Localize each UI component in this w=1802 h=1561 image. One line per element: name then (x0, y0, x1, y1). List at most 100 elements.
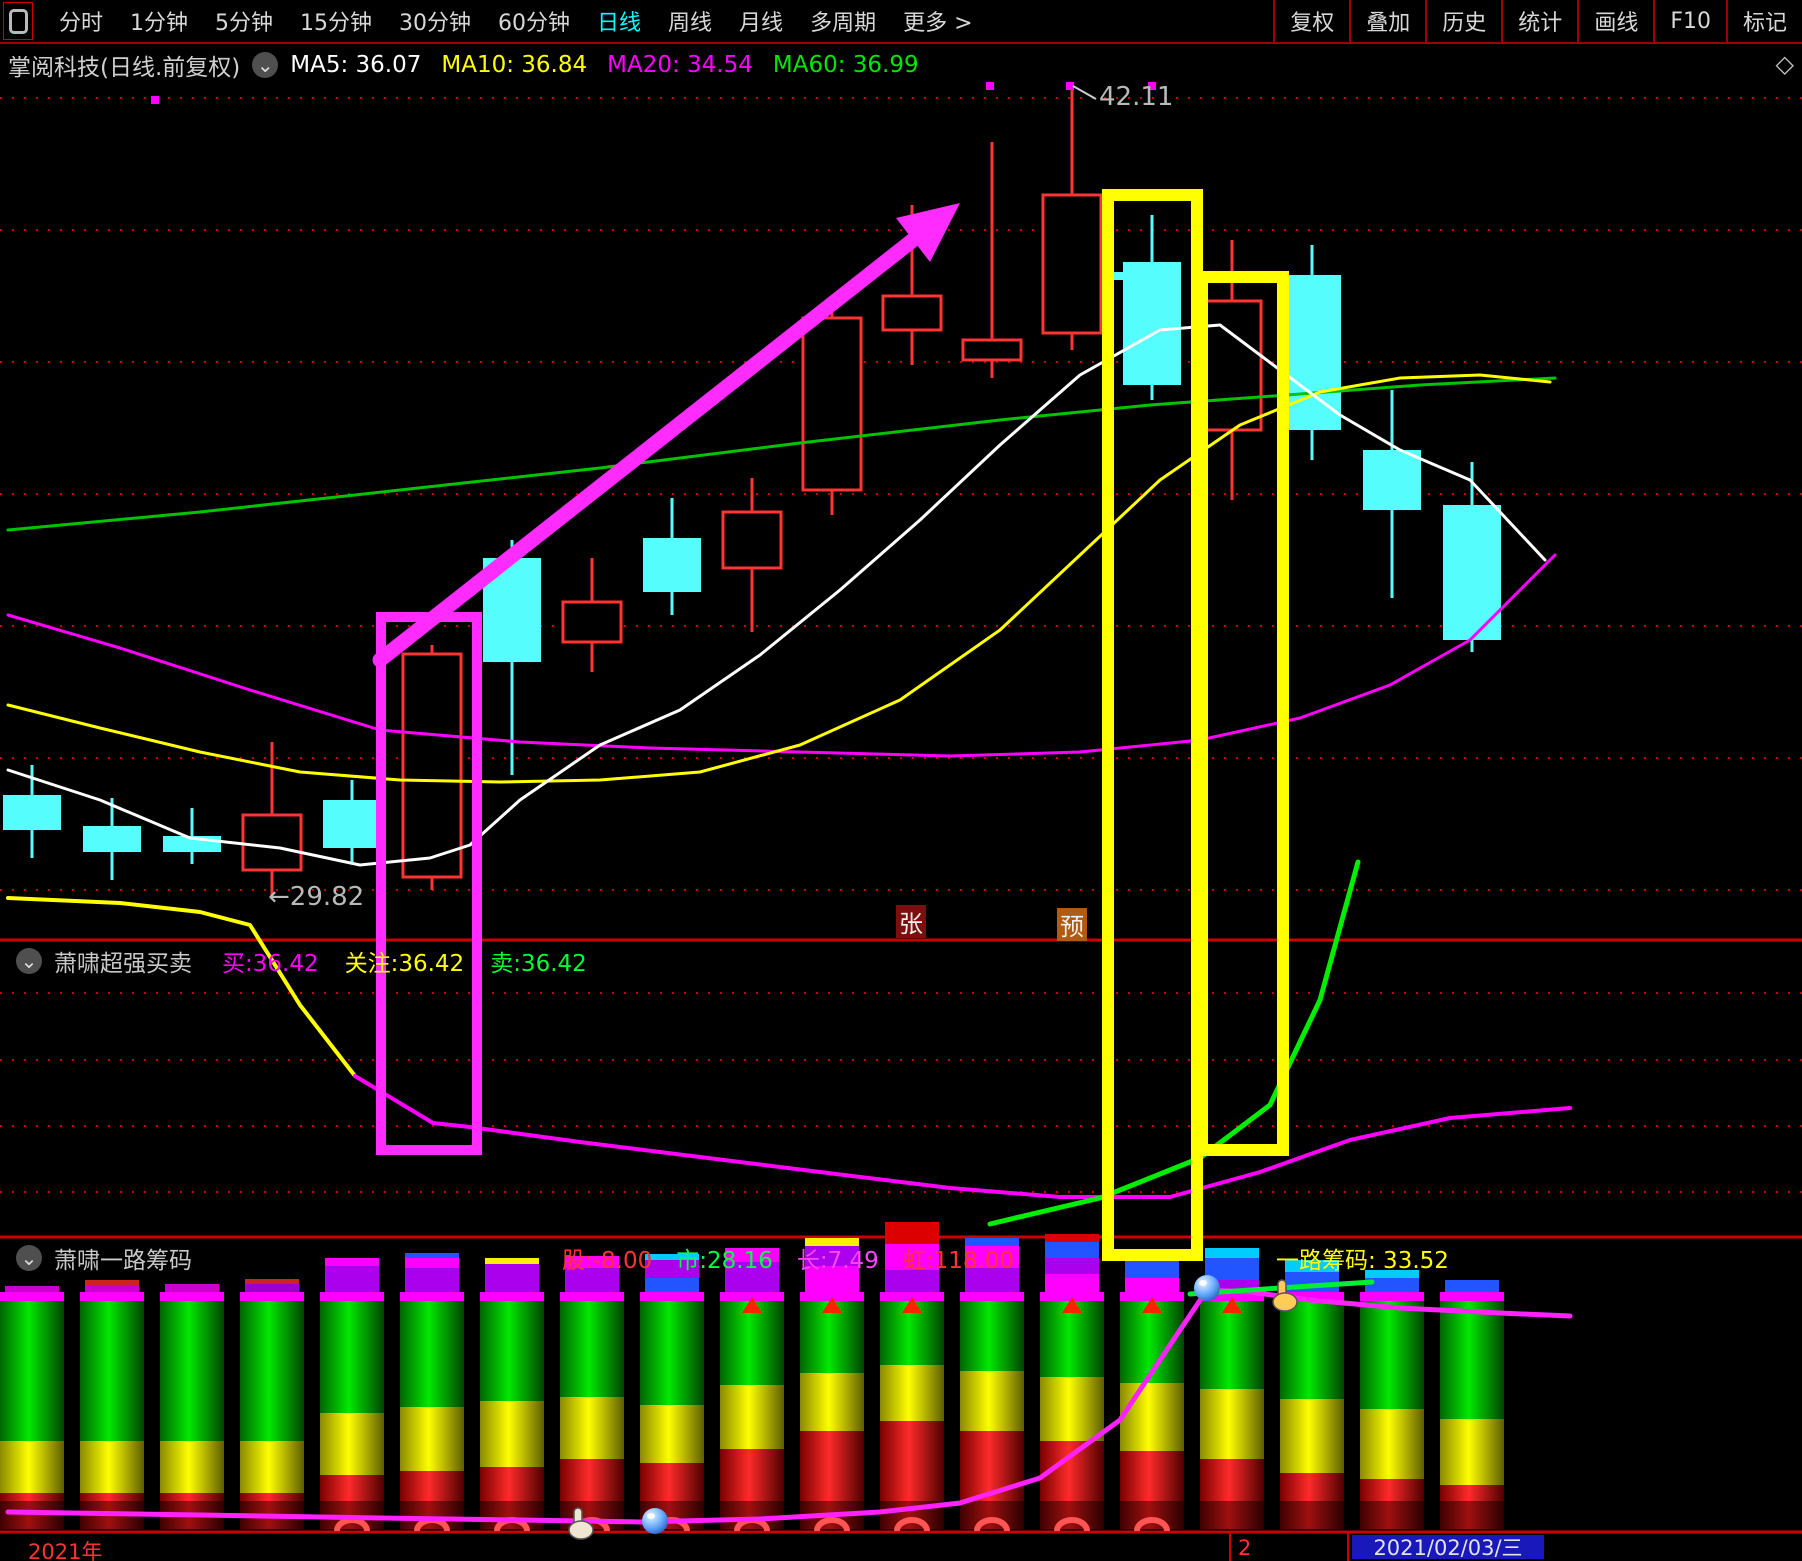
chip-stripe (80, 1292, 144, 1301)
chip-stripe (1200, 1292, 1264, 1301)
chip-cap (405, 1253, 459, 1258)
chip-cap (965, 1246, 1019, 1268)
chip-stripe (640, 1292, 704, 1301)
chip-bar-segment (80, 1441, 144, 1493)
chip-stripe (240, 1292, 304, 1301)
axis-date-box[interactable]: 2021/02/03/三 (1352, 1535, 1544, 1560)
period-tab-9[interactable]: 多周期 (810, 11, 877, 36)
toolbar-button-4[interactable]: 画线 (1577, 0, 1653, 42)
chip-cap (5, 1286, 59, 1292)
drawn-rect-yellow[interactable] (1196, 271, 1289, 1156)
period-tab-6[interactable]: 日线 (597, 11, 642, 36)
chip-bar-segment (1440, 1485, 1504, 1501)
chip-bar-segment (720, 1501, 784, 1529)
toolbar-button-3[interactable]: 统计 (1501, 0, 1577, 42)
chevron-down-icon[interactable]: ⌄ (252, 52, 279, 78)
signal-value-2: 卖:36.42 (490, 951, 587, 977)
chevron-down-icon[interactable]: ⌄ (16, 1245, 42, 1271)
stock-title: 掌阅科技(日线.前复权) (8, 55, 241, 81)
chip-cap (1125, 1278, 1179, 1292)
chip-bar-segment (0, 1441, 64, 1493)
chip-cap (1125, 1260, 1179, 1278)
high-pointer-line (1072, 85, 1097, 100)
period-tab-0[interactable]: 分时 (59, 11, 104, 36)
chip-bar-segment (880, 1421, 944, 1501)
chip-bar-segment (960, 1301, 1024, 1371)
period-tab-10[interactable]: 更多 > (903, 11, 973, 36)
chip-cap (885, 1244, 939, 1270)
candle-body-down (643, 538, 701, 592)
top-toolbar: 分时 1分钟 5分钟 15分钟 30分钟 60分钟 日线 周线 月线 多周期 更多 > 复权 叠加 历史… (0, 0, 1802, 44)
chip-cap (1445, 1280, 1499, 1292)
toolbar-button-2[interactable]: 历史 (1425, 0, 1501, 42)
chip-bar-segment (1360, 1501, 1424, 1529)
candle-body-up (1201, 299, 1263, 432)
chip-bar-segment (400, 1471, 464, 1501)
time-axis[interactable]: 2021年 2 2021/02/03/三 (0, 1534, 1802, 1561)
period-tab-7[interactable]: 周线 (668, 11, 713, 36)
chip-bar-segment (960, 1431, 1024, 1501)
signal-triangle-icon (1142, 1297, 1162, 1313)
chip-cap (1045, 1242, 1099, 1258)
chip-stripe (0, 1292, 64, 1301)
chip-cap (1365, 1278, 1419, 1292)
toolbar-button-1[interactable]: 叠加 (1349, 0, 1425, 42)
hand-cursor-icon (1272, 1279, 1298, 1312)
chip-cap (325, 1258, 379, 1266)
window-layout-icon[interactable] (3, 2, 33, 40)
bead-marker (1194, 1275, 1220, 1301)
chip-bar-segment (640, 1463, 704, 1501)
chip-bar-segment (1120, 1383, 1184, 1451)
signal-triangle-icon (1062, 1297, 1082, 1313)
bottom-arc-icon (974, 1517, 1010, 1532)
period-tab-3[interactable]: 15分钟 (300, 11, 373, 36)
toolbar-right-buttons: 复权 叠加 历史 统计 画线 F10 标记 (1273, 0, 1802, 42)
chip-bar-segment (1280, 1399, 1344, 1473)
chip-stripe (720, 1292, 784, 1301)
toolbar-button-5[interactable]: F10 (1653, 0, 1726, 42)
chip-stripe (1120, 1292, 1184, 1301)
chevron-down-icon[interactable]: ⌄ (16, 948, 42, 974)
chip-cap (885, 1270, 939, 1292)
chip-bar-segment (640, 1301, 704, 1405)
chip-bar-segment (1360, 1409, 1424, 1479)
candle-body-down (1363, 450, 1421, 510)
period-tab-5[interactable]: 60分钟 (498, 11, 571, 36)
chip-bar-segment (800, 1373, 864, 1431)
chip-cap (725, 1248, 779, 1262)
zhang-badge: 张 (896, 905, 926, 938)
bottom-arc-icon (894, 1517, 930, 1532)
toolbar-button-6[interactable]: 标记 (1725, 0, 1802, 42)
toolbar-button-0[interactable]: 复权 (1273, 0, 1349, 42)
signal-triangle-icon (1222, 1297, 1242, 1313)
chip-bar-segment (1360, 1301, 1424, 1409)
ma20-line (6, 553, 1557, 758)
hand-cursor-icon (568, 1507, 594, 1540)
chip-bar-segment (400, 1301, 464, 1407)
chip-stripe (400, 1292, 464, 1301)
buy-line (353, 1074, 1572, 1199)
signal-panel-header: ⌄ 萧啸超强买卖 买:36.42 关注:36.42 卖:36.42 (4, 944, 587, 978)
period-tab-8[interactable]: 月线 (739, 11, 784, 36)
chip-cap (805, 1266, 859, 1292)
period-tab-4[interactable]: 30分钟 (399, 11, 472, 36)
chip-bar-segment (720, 1449, 784, 1501)
chip-bar-segment (1200, 1501, 1264, 1529)
period-tab-2[interactable]: 5分钟 (215, 11, 274, 36)
chip-bar-segment (1440, 1301, 1504, 1419)
period-tab-1[interactable]: 1分钟 (130, 11, 189, 36)
chips-panel-header: ⌄ 萧啸一路筹码 股:-8.00 市:28.16 长:7.49 虹:118.00 一路… (4, 1241, 1798, 1275)
period-tabs: 分时 1分钟 5分钟 15分钟 30分钟 60分钟 日线 周线 月线 多周期 更多 > (59, 5, 973, 37)
drawn-arrow-shaft[interactable] (372, 232, 921, 668)
chip-bar-segment (320, 1301, 384, 1413)
ma60-line (6, 376, 1557, 532)
chip-bar-segment (480, 1467, 544, 1501)
chip-cap (965, 1238, 1019, 1246)
signal-dot (151, 96, 159, 104)
chip-bar-segment (400, 1501, 464, 1529)
chips-value-2: 长:7.49 (796, 1248, 879, 1274)
bottom-arc-icon (1054, 1517, 1090, 1532)
chip-bar-segment (960, 1371, 1024, 1431)
